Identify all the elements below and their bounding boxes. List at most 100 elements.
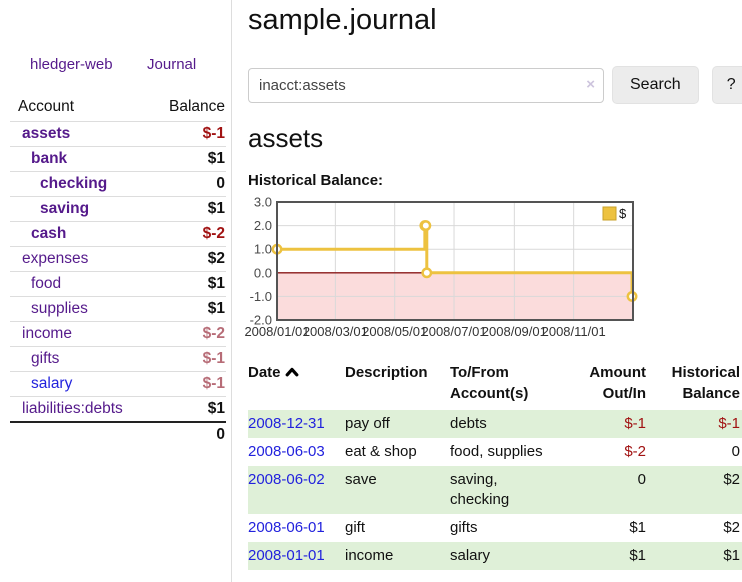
account-cell: supplies [10, 296, 148, 322]
account-balance: $2 [147, 246, 226, 272]
date-header-label: Date [248, 364, 281, 381]
svg-text:1.0: 1.0 [254, 242, 272, 257]
accounts-cell: salary [450, 542, 558, 570]
svg-text:-2.0: -2.0 [250, 313, 272, 328]
clear-search-icon[interactable]: × [586, 75, 595, 93]
account-balance: $1 [147, 396, 226, 422]
account-row: income $-2 [10, 321, 226, 347]
accounts-cell: food, supplies [450, 443, 543, 460]
account-link-bank[interactable]: bank [31, 150, 68, 167]
description-cell: gift [345, 519, 366, 536]
transaction-date-link[interactable]: 2008-06-03 [248, 443, 325, 460]
date-cell: 2008-06-03 [248, 438, 345, 466]
account-heading: assets [248, 123, 324, 153]
account-row: food $1 [10, 271, 226, 297]
accounts-header-balance: Balance [168, 98, 225, 115]
register-header-row: Date Description To/From Account(s) Amou… [248, 359, 742, 410]
account-balance: $-1 [147, 121, 226, 147]
accounts-table: Account Balance assets $-1 bank $1 checking 0… [10, 94, 226, 447]
account-balance: 0 [147, 171, 226, 197]
sidebar-item-journal[interactable]: Journal [147, 56, 197, 73]
transaction-row: 2008-12-31 pay off debts $-1 $-1 [248, 410, 742, 438]
amount-cell: $-1 [558, 410, 648, 438]
accounts-cell: gifts [450, 519, 478, 536]
date-cell: 2008-06-01 [248, 514, 345, 542]
chart-title: Historical Balance: [248, 172, 384, 189]
account-balance: $1 [147, 271, 226, 297]
main-content: sample.journal × Search ? assets Histori… [232, 0, 742, 582]
column-header-balance: Historical Balance [671, 364, 740, 402]
accounts-table-header: Account Balance [10, 94, 226, 122]
account-cell: saving [10, 196, 148, 222]
account-link-checking[interactable]: checking [40, 175, 108, 192]
brand-link[interactable]: hledger-web [30, 56, 113, 73]
svg-text:0.0: 0.0 [254, 265, 272, 280]
account-link-expenses[interactable]: expenses [22, 250, 89, 267]
svg-text:2008/05/01: 2008/05/01 [362, 324, 427, 339]
account-cell: liabilities:debts [10, 396, 148, 422]
search-form: × Search ? [248, 66, 742, 104]
column-header-date[interactable]: Date [248, 359, 345, 410]
description-cell: income [345, 542, 450, 570]
description-cell: pay off [345, 410, 450, 438]
account-cell: cash [10, 221, 148, 247]
account-link-income[interactable]: income [22, 325, 72, 342]
account-row: salary $-1 [10, 371, 226, 397]
account-row: cash $-2 [10, 221, 226, 247]
balance-cell: $2 [723, 519, 740, 536]
account-cell: food [10, 271, 148, 297]
account-balance: $-2 [147, 321, 226, 347]
account-cell: expenses [10, 246, 148, 272]
transaction-date-link[interactable]: 2008-01-01 [248, 547, 325, 564]
balance-cell: 0 [731, 443, 740, 460]
svg-text:2008/11/01: 2008/11/01 [542, 324, 606, 339]
svg-text:2008/09/01: 2008/09/01 [482, 324, 547, 339]
account-row: bank $1 [10, 146, 226, 172]
total-spacer [10, 421, 148, 447]
account-link-food[interactable]: food [31, 275, 62, 292]
account-link-cash[interactable]: cash [31, 225, 67, 242]
account-link-assets[interactable]: assets [22, 125, 71, 142]
account-balance: $-2 [147, 221, 226, 247]
accounts-total-value: 0 [147, 421, 226, 447]
transaction-row: 2008-01-01 income salary $1 $1 [248, 542, 742, 570]
account-balance: $-1 [147, 371, 226, 397]
account-balance: $1 [147, 146, 226, 172]
account-link-liabilities-debts[interactable]: liabilities:debts [22, 400, 123, 417]
svg-text:2008/01/01: 2008/01/01 [244, 324, 309, 339]
account-cell: income [10, 321, 148, 347]
account-balance: $-1 [147, 346, 226, 372]
account-cell: salary [10, 371, 148, 397]
amount-cell: $1 [629, 519, 646, 536]
amount-cell: 0 [558, 466, 648, 514]
svg-text:$: $ [619, 206, 627, 221]
account-row: expenses $2 [10, 246, 226, 272]
date-cell: 2008-12-31 [248, 410, 345, 438]
register-table: Date Description To/From Account(s) Amou… [248, 359, 742, 570]
account-row: saving $1 [10, 196, 226, 222]
transaction-date-link[interactable]: 2008-12-31 [248, 415, 325, 432]
balance-cell: $2 [648, 466, 742, 514]
column-header-description: Description [345, 364, 428, 381]
help-button[interactable]: ? [711, 66, 742, 104]
historical-balance-chart[interactable]: $3.0 2.0 1.0 0.0 -1.0 -2.0 2008/01/01 2008/03/0… [240, 193, 742, 345]
transaction-date-link[interactable]: 2008-06-01 [248, 519, 325, 536]
account-link-saving[interactable]: saving [40, 200, 90, 217]
sidebar: hledger-web Journal Account Balance asse… [0, 0, 232, 582]
account-link-supplies[interactable]: supplies [31, 300, 88, 317]
account-cell: assets [10, 121, 148, 147]
transaction-row: 2008-06-03 eat & shop food, supplies $-2 0 [248, 438, 742, 466]
description-cell: eat & shop [345, 443, 417, 460]
account-link-salary[interactable]: salary [31, 375, 73, 392]
amount-cell: $1 [558, 542, 648, 570]
balance-cell: $1 [648, 542, 742, 570]
account-row: supplies $1 [10, 296, 226, 322]
transaction-date-link[interactable]: 2008-06-02 [248, 471, 325, 488]
account-balance: $1 [147, 296, 226, 322]
search-button[interactable]: Search [612, 66, 699, 104]
column-header-amount: Amount Out/In [589, 364, 646, 402]
account-link-gifts[interactable]: gifts [31, 350, 60, 367]
sort-ascending-icon [285, 362, 299, 383]
search-input[interactable] [248, 67, 604, 103]
